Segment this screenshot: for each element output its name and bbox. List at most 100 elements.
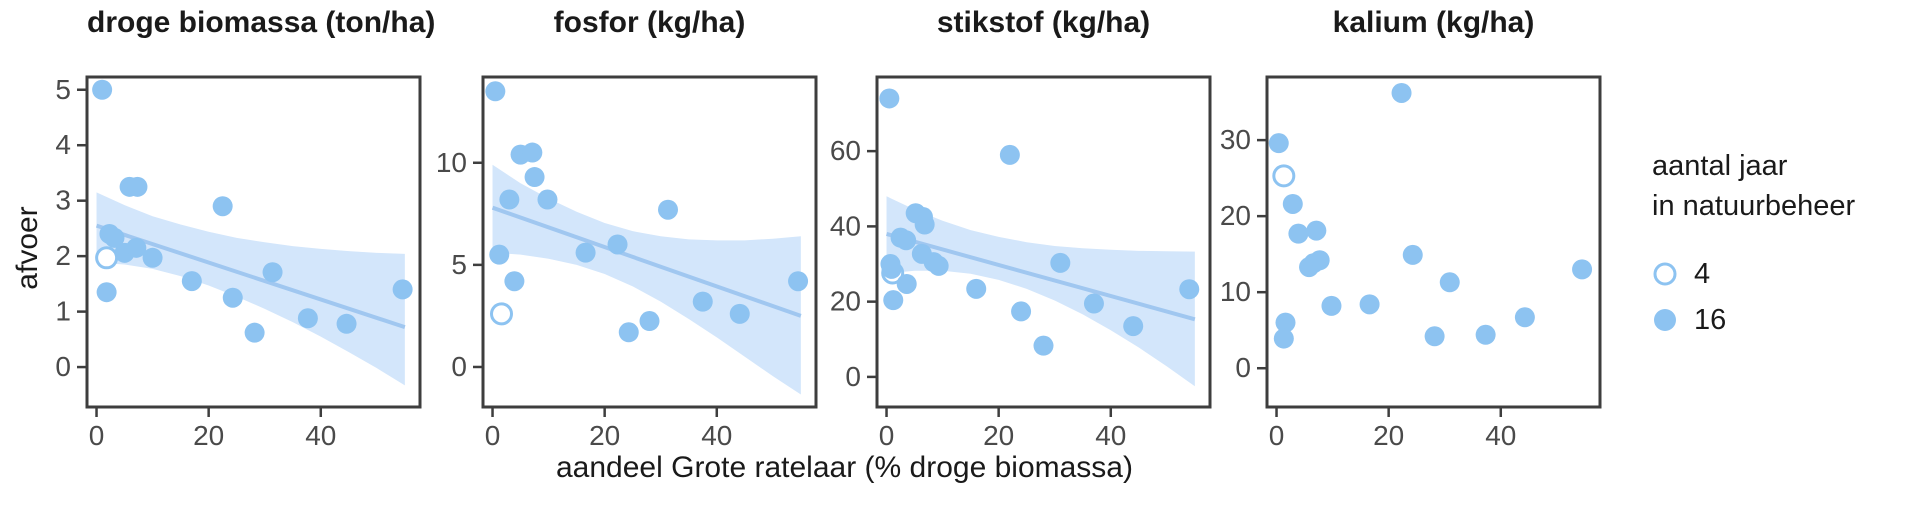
- data-point: [881, 258, 902, 279]
- data-point: [1050, 252, 1071, 273]
- data-point-open: [1272, 164, 1296, 188]
- legend-title-line-1: aantal jaar: [1652, 150, 1788, 182]
- data-point: [499, 189, 520, 210]
- scatter-plot-droge-biomassa: 0 20 40 0 1 2 3 4 5: [55, 74, 422, 451]
- panel-border: [481, 75, 818, 409]
- data-point: [1303, 253, 1324, 274]
- x-tick-label: 40: [1095, 420, 1126, 451]
- data-point: [618, 322, 639, 343]
- data-point: [222, 287, 243, 308]
- data-point: [1402, 244, 1423, 265]
- data-point: [788, 271, 809, 292]
- x-tick-label: 0: [879, 420, 895, 451]
- y-axis-title: afvoer: [11, 206, 44, 290]
- x-tick-label: 40: [305, 420, 336, 451]
- y-tick-label: 10: [436, 147, 467, 178]
- x-tick-label: 0: [1269, 420, 1285, 451]
- data-point: [262, 262, 283, 283]
- data-point: [729, 303, 750, 324]
- y-tick-label: 0: [55, 351, 71, 382]
- data-point: [1321, 295, 1342, 316]
- data-point: [1514, 307, 1535, 328]
- data-point: [1439, 272, 1460, 293]
- data-point: [96, 282, 117, 303]
- panel-border: [85, 75, 422, 409]
- x-tick-label: 20: [589, 420, 620, 451]
- data-point: [244, 322, 265, 343]
- data-point: [999, 144, 1020, 165]
- data-point: [1275, 312, 1296, 333]
- trend-line: [95, 223, 406, 330]
- panel-border: [1265, 75, 1602, 409]
- data-point: [485, 81, 506, 102]
- filled-circle-icon: [1654, 309, 1676, 331]
- x-tick-label: 20: [193, 420, 224, 451]
- y-tick-label: 20: [830, 286, 861, 317]
- legend-item-4: 4: [1652, 251, 1855, 297]
- data-point: [639, 311, 660, 332]
- y-tick-label: 60: [830, 135, 861, 166]
- y-tick-label: 40: [830, 210, 861, 241]
- data-point: [1288, 223, 1309, 244]
- confidence-band: [96, 192, 405, 386]
- data-point: [1359, 294, 1380, 315]
- data-point: [1273, 328, 1294, 349]
- data-point: [1083, 293, 1104, 314]
- x-tick-label: 40: [1485, 420, 1516, 451]
- data-point: [392, 279, 413, 300]
- scatter-plot-stikstof: 0 20 40 0 20 40 60: [830, 75, 1212, 451]
- data-point: [896, 230, 917, 251]
- x-axis-title: aandeel Grote ratelaar (% droge biomassa…: [556, 451, 1133, 484]
- data-point: [1424, 326, 1445, 347]
- data-point: [181, 271, 202, 292]
- data-point: [522, 142, 543, 163]
- data-point: [1282, 193, 1303, 214]
- trend-line: [491, 205, 802, 318]
- data-point: [524, 167, 545, 188]
- panel-title-fosfor: fosfor (kg/ha): [553, 6, 746, 39]
- data-point: [504, 271, 525, 292]
- x-tick-label: 20: [1373, 420, 1404, 451]
- data-point: [883, 290, 904, 311]
- data-point-open: [95, 246, 119, 270]
- data-point: [1306, 220, 1327, 241]
- data-point: [489, 244, 510, 265]
- confidence-band: [492, 164, 801, 395]
- x-tick-label: 0: [485, 420, 501, 451]
- data-point: [126, 237, 147, 258]
- y-tick-label: 10: [1220, 276, 1251, 307]
- data-point: [537, 189, 558, 210]
- y-tick-label: 0: [451, 351, 467, 382]
- data-point: [692, 291, 713, 312]
- scatter-plot-kalium: 0 20 40 0 10 20 30: [1220, 75, 1602, 451]
- data-point-open: [490, 302, 513, 326]
- confidence-band: [886, 196, 1195, 387]
- data-point: [212, 196, 233, 217]
- y-tick-label: 5: [55, 74, 71, 105]
- data-point: [1391, 82, 1412, 103]
- x-tick-label: 0: [89, 420, 105, 451]
- data-point: [879, 88, 900, 109]
- panel-title-stikstof: stikstof (kg/ha): [936, 6, 1151, 39]
- data-point: [336, 313, 357, 334]
- legend-item-16: 16: [1652, 297, 1855, 343]
- legend-item-label: 16: [1694, 303, 1727, 336]
- data-point: [104, 227, 125, 248]
- scatter-plot-fosfor: 0 20 40 0 5 10: [436, 75, 818, 451]
- open-circle-icon: [1653, 262, 1677, 286]
- y-tick-label: 0: [1235, 352, 1251, 383]
- data-point: [966, 278, 987, 299]
- data-point: [1123, 316, 1144, 337]
- panel-border: [875, 75, 1212, 409]
- data-point: [142, 247, 163, 268]
- y-tick-label: 4: [55, 129, 71, 160]
- panel-title-droge-biomassa: droge biomassa (ton/ha): [87, 6, 436, 39]
- legend-title-line-2: in natuurbeheer: [1652, 190, 1856, 222]
- panel-title-kalium: kalium (kg/ha): [1332, 6, 1535, 39]
- data-point: [1475, 324, 1496, 345]
- legend: aantal jaar in natuurbeheer 4 16: [1652, 146, 1855, 343]
- y-tick-label: 3: [55, 185, 71, 216]
- y-tick-label: 30: [1220, 124, 1251, 155]
- y-tick-label: 2: [55, 240, 71, 271]
